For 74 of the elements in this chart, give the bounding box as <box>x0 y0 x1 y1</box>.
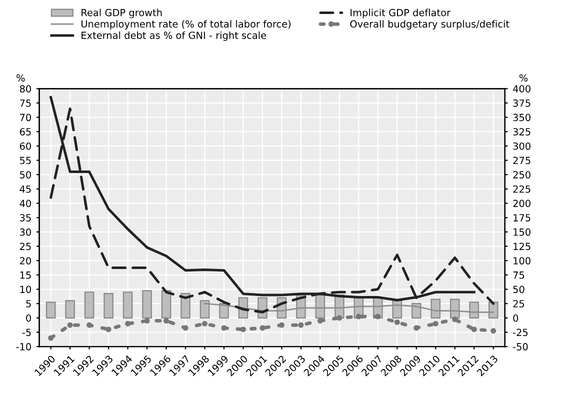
y2-tick-label: 200 <box>513 200 530 208</box>
y2-tick-label: 300 <box>513 142 530 150</box>
point <box>298 322 304 328</box>
bar <box>84 292 94 318</box>
y-tick-label: 50 <box>20 171 31 178</box>
y2-tick-label: 250 <box>513 171 530 178</box>
y-tick-label: 40 <box>20 200 31 208</box>
bar <box>161 290 172 318</box>
point <box>356 314 362 320</box>
y-tick-label: 20 <box>20 257 31 264</box>
y-tick-label: -10 <box>16 343 31 350</box>
y-tick-label: 10 <box>20 286 31 294</box>
y2-tick-label: 400 <box>513 85 530 92</box>
point <box>375 314 381 320</box>
y2-tick-label: 25 <box>513 300 524 308</box>
y-tick-label: 30 <box>20 228 31 236</box>
y2-tick-label: 375 <box>513 99 530 107</box>
bar <box>122 292 133 318</box>
y2-tick-label: -25 <box>513 328 528 336</box>
y2-tick-label: 225 <box>513 185 530 193</box>
bar <box>142 290 152 318</box>
legend-label: Unemployment rate (% of total labor force) <box>81 20 291 30</box>
y2-tick-label: 75 <box>513 272 524 279</box>
y-axis-title: % <box>16 74 25 82</box>
y-tick-label: 25 <box>20 242 31 250</box>
y2-tick-label: 0 <box>513 314 518 322</box>
y2-tick-label: 275 <box>513 156 530 164</box>
y2-tick-label: 150 <box>514 228 530 236</box>
point <box>163 318 170 324</box>
y-tick-label: 45 <box>20 186 31 193</box>
y-tick-label: -5 <box>22 328 31 336</box>
legend-label: Implicit GDP deflator <box>350 8 451 18</box>
y-tick-label: 75 <box>20 100 31 107</box>
bar <box>104 293 114 318</box>
y2-tick-label: 125 <box>514 242 530 250</box>
point <box>182 325 188 331</box>
point <box>202 320 208 326</box>
point <box>106 326 112 332</box>
y2-tick-label: 50 <box>513 286 524 294</box>
legend-label: Real GDP growth <box>82 8 162 18</box>
point <box>317 318 323 324</box>
legend-label: Overall budgetary surplus/deficit <box>350 20 510 30</box>
point <box>278 322 284 328</box>
y-tick-label: 65 <box>20 128 31 136</box>
point <box>394 319 400 325</box>
point <box>452 316 458 322</box>
y-tick-label: 80 <box>20 85 31 92</box>
bar <box>46 302 56 318</box>
y-tick-label: 70 <box>20 114 31 122</box>
y-tick-label: 55 <box>20 156 31 164</box>
point <box>48 335 54 341</box>
point <box>414 325 420 331</box>
y2-axis-title: % <box>519 74 528 82</box>
point <box>490 328 496 334</box>
y2-tick-label: 350 <box>513 114 530 122</box>
y2-tick-label: 175 <box>514 214 530 222</box>
legend-label: External debt as % of GNI - right scale <box>82 31 266 41</box>
point <box>432 320 438 326</box>
y-tick-label: 35 <box>20 214 31 222</box>
y-tick-label: 5 <box>26 300 31 308</box>
point <box>471 326 477 332</box>
point <box>221 325 227 331</box>
y2-tick-label: 325 <box>513 128 530 136</box>
bar <box>65 300 75 318</box>
y2-tick-label: -50 <box>513 343 528 350</box>
point <box>144 318 150 324</box>
point <box>336 315 342 321</box>
y-tick-label: 60 <box>20 142 31 150</box>
y-tick-label: 15 <box>20 272 31 279</box>
point <box>260 325 266 331</box>
y-tick-label: 0 <box>26 314 31 322</box>
y2-tick-label: 100 <box>514 257 530 264</box>
point <box>67 322 73 328</box>
point <box>86 322 92 328</box>
